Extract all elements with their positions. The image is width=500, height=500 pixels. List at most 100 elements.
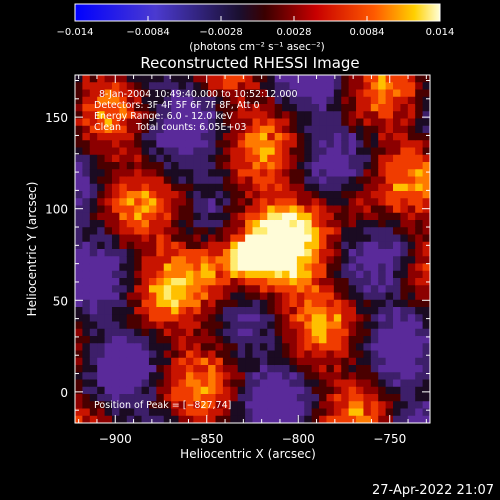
heatmap-cell [163,401,172,410]
heatmap-cell [75,118,83,127]
heatmap-cell [274,220,283,228]
heatmap-cell [126,379,135,388]
heatmap-cell [378,133,387,141]
heatmap-cell [222,96,231,105]
heatmap-cell [134,162,143,170]
heatmap-cell [363,379,372,388]
heatmap-cell [259,75,268,83]
heatmap-cell [356,169,365,178]
heatmap-cell [267,350,276,359]
heatmap-cell [178,104,187,112]
heatmap-cell [230,96,239,105]
timestamp: 27-Apr-2022 21:07 [372,483,494,498]
heatmap-cell [282,408,291,417]
heatmap-cell [148,314,157,323]
heatmap-cell [296,212,305,221]
heatmap-cell [304,401,313,410]
heatmap-cell [89,169,98,178]
heatmap-cell [193,104,202,112]
heatmap-cell [319,401,328,410]
heatmap-cell [341,415,350,423]
heatmap-cell [171,205,180,214]
heatmap-cell [259,314,268,323]
heatmap-cell [296,336,305,344]
heatmap-cell [237,212,246,221]
heatmap-cell [222,198,231,207]
heatmap-cell [208,220,217,228]
heatmap-cell [400,140,409,149]
heatmap-cell [326,205,335,214]
heatmap-cell [378,111,387,120]
heatmap-cell [341,270,350,279]
heatmap-cell [156,365,165,373]
heatmap-cell [400,220,409,228]
heatmap-cell [385,191,394,199]
heatmap-cell [393,285,402,294]
heatmap-cell [341,321,350,330]
heatmap-cell [222,307,231,315]
heatmap-cell [311,147,320,156]
heatmap-cell [259,365,268,373]
heatmap-cell [393,198,402,207]
heatmap-cell [148,162,157,170]
heatmap-cell [282,82,291,91]
heatmap-cell [333,365,342,373]
heatmap-cell [363,263,372,272]
heatmap-cell [156,183,165,192]
heatmap-cell [326,372,335,381]
heatmap-cell [178,176,187,185]
heatmap-cell [363,415,372,423]
heatmap-cell [89,365,98,373]
heatmap-cell [171,372,180,381]
heatmap-cell [333,75,342,83]
heatmap-cell [407,314,416,323]
heatmap-cell [119,162,128,170]
heatmap-cell [296,256,305,265]
heatmap-cell [75,82,83,91]
heatmap-cell [311,408,320,417]
heatmap-cell [326,314,335,323]
heatmap-cell [311,104,320,112]
heatmap-cell [370,183,379,192]
heatmap-cell [222,82,231,91]
heatmap-cell [163,75,172,83]
heatmap-cell [304,292,313,301]
heatmap-cell [319,365,328,373]
heatmap-cell [148,241,157,250]
heatmap-cell [82,278,91,286]
heatmap-cell [326,415,335,423]
heatmap-cell [289,299,298,308]
heatmap-cell [348,278,357,286]
heatmap-cell [289,314,298,323]
heatmap-cell [370,328,379,337]
heatmap-cell [415,379,424,388]
heatmap-cell [163,314,172,323]
heatmap-cell [385,336,394,344]
heatmap-cell [415,263,424,272]
heatmap-cell [82,241,91,250]
heatmap-cell [319,169,328,178]
heatmap-cell [75,307,83,315]
heatmap-cell [363,118,372,127]
heatmap-cell [319,256,328,265]
heatmap-cell [200,75,209,83]
heatmap-cell [193,343,202,352]
heatmap-cell [215,89,224,98]
heatmap-cell [415,394,424,402]
heatmap-cell [422,350,430,359]
heatmap-cell [341,125,350,134]
heatmap-cell [393,212,402,221]
heatmap-cell [185,379,194,388]
heatmap-cell [200,350,209,359]
heatmap-cell [82,314,91,323]
heatmap-cell [126,227,135,236]
heatmap-cell [319,133,328,141]
heatmap-cell [356,227,365,236]
heatmap-cell [378,379,387,388]
heatmap-cell [363,198,372,207]
heatmap-cell [319,394,328,402]
heatmap-cell [215,96,224,105]
heatmap-cell [171,292,180,301]
heatmap-cell [356,234,365,243]
heatmap-cell [97,343,106,352]
